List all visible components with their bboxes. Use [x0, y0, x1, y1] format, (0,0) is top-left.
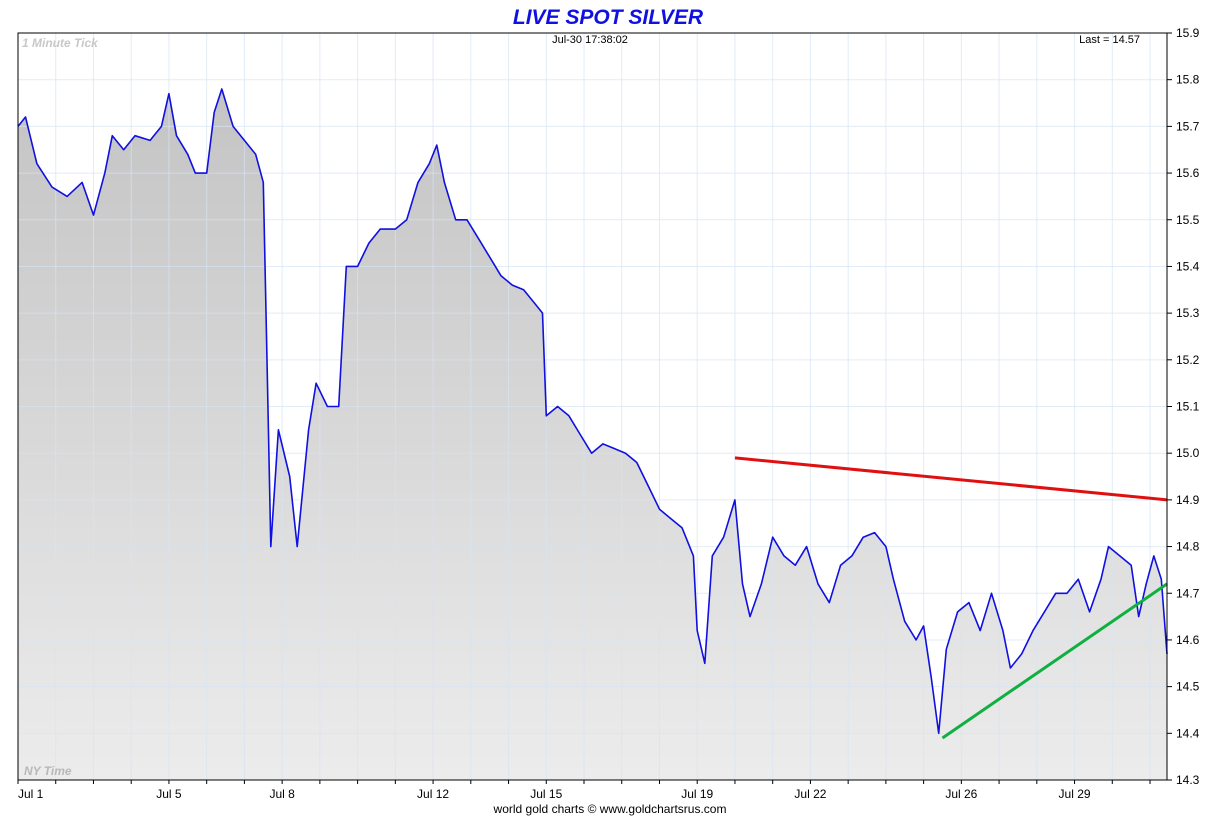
x-tick-label: Jul 19: [681, 787, 713, 801]
x-tick-label: Jul 8: [269, 787, 295, 801]
x-tick-label: Jul 15: [530, 787, 562, 801]
y-tick-label: 15.2: [1176, 353, 1200, 367]
y-tick-label: 15.3: [1176, 306, 1200, 320]
y-tick-label: 14.5: [1176, 680, 1200, 694]
x-tick-label: Jul 5: [156, 787, 182, 801]
y-tick-label: 15.8: [1176, 73, 1200, 87]
y-tick-label: 14.8: [1176, 540, 1200, 554]
y-tick-label: 15.5: [1176, 213, 1200, 227]
y-tick-label: 15.1: [1176, 400, 1200, 414]
x-tick-label: Jul 12: [417, 787, 449, 801]
x-tick-label: Jul 29: [1059, 787, 1091, 801]
y-tick-label: 15.6: [1176, 166, 1200, 180]
interval-label: 1 Minute Tick: [22, 36, 98, 50]
y-tick-label: 15.0: [1176, 446, 1200, 460]
chart-credit: world gold charts © www.goldchartsrus.co…: [493, 802, 727, 816]
y-tick-label: 14.4: [1176, 726, 1200, 740]
y-tick-label: 15.4: [1176, 259, 1200, 273]
series-line: [17, 88, 1168, 735]
y-tick-label: 15.9: [1176, 26, 1200, 40]
y-tick-label: 14.3: [1176, 773, 1200, 787]
resistance-trendline: [734, 456, 1168, 502]
y-tick-label: 15.7: [1176, 119, 1200, 133]
x-tick-label: Jul 1: [18, 787, 44, 801]
series-area-fill: [18, 89, 1167, 780]
x-tick-label: Jul 22: [794, 787, 826, 801]
y-tick-label: 14.6: [1176, 633, 1200, 647]
timezone-label: NY Time: [24, 764, 72, 778]
chart-title: LIVE SPOT SILVER: [512, 6, 704, 29]
chart-timestamp: Jul-30 17:38:02: [552, 34, 628, 46]
x-tick-label: Jul 26: [945, 787, 977, 801]
y-tick-label: 14.9: [1176, 493, 1200, 507]
support-trendline: [941, 582, 1168, 740]
y-tick-label: 14.7: [1176, 586, 1200, 600]
last-price-label: Last = 14.57: [1079, 34, 1140, 46]
